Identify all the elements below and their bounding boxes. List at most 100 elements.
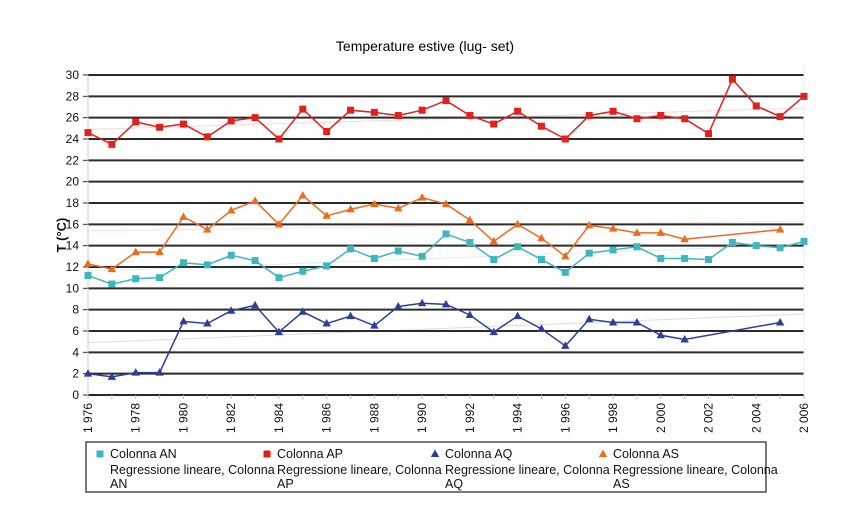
x-tick-label: 2 000 — [654, 403, 668, 433]
data-point — [466, 112, 474, 120]
data-point — [585, 314, 594, 323]
x-tick-label: 1 992 — [463, 403, 477, 433]
data-point — [108, 280, 116, 288]
data-point — [632, 228, 642, 236]
data-point — [299, 267, 307, 275]
x-tick-label: 1 998 — [606, 403, 620, 433]
data-point — [179, 259, 187, 267]
trend-line — [87, 313, 805, 344]
data-point — [251, 114, 259, 122]
data-point — [394, 247, 402, 255]
x-tick-labels: 1 976 1 978 1 980 1 982 1 984 1 986 1 988 1 990… — [81, 395, 811, 433]
legend-item: Colonna AP Regressione lineare, Colonna AP — [263, 447, 442, 491]
data-point — [298, 307, 307, 315]
x-tick-label: 1 994 — [511, 403, 525, 433]
data-point — [274, 327, 284, 336]
data-point — [441, 199, 451, 208]
legend-label: Colonna AQ — [445, 447, 513, 461]
data-point — [84, 129, 92, 137]
y-tick-label: 24 — [66, 132, 80, 146]
data-point — [705, 256, 713, 264]
data-point — [608, 224, 618, 232]
legend-item: Colonna AQ Regressione lineare, Colonna AQ — [430, 447, 610, 491]
data-point — [299, 105, 307, 113]
y-tick-label: 20 — [66, 175, 80, 189]
x-tick-label: 1 990 — [415, 403, 429, 433]
data-point — [441, 299, 451, 308]
data-point — [728, 75, 736, 83]
x-tick-label: 1 996 — [558, 403, 572, 433]
data-point — [155, 368, 164, 376]
legend-label: Colonna AS — [613, 447, 679, 461]
data-point — [490, 256, 498, 264]
legend-marker — [430, 449, 440, 457]
data-point — [585, 249, 593, 257]
y-tick-label: 16 — [66, 217, 80, 231]
data-point — [633, 115, 641, 123]
legend-label: Colonna AP — [277, 447, 343, 461]
data-point — [489, 327, 498, 336]
series-line — [87, 302, 781, 378]
x-tick-label: 1 988 — [367, 403, 381, 433]
data-point — [347, 106, 355, 114]
data-point — [681, 115, 689, 123]
data-point — [489, 236, 498, 245]
x-tick-label: 1 976 — [81, 403, 95, 433]
data-point — [179, 212, 188, 220]
x-tick-label: 1 978 — [129, 403, 143, 433]
data-point — [633, 243, 641, 251]
data-point — [84, 272, 92, 280]
data-point — [537, 324, 546, 332]
series-line — [87, 77, 805, 146]
y-tick-label: 12 — [66, 260, 80, 274]
x-tick-label: 1 982 — [224, 403, 238, 433]
data-point — [83, 369, 93, 377]
data-point — [394, 301, 403, 310]
data-point — [656, 228, 665, 236]
data-point — [370, 321, 379, 329]
data-point — [107, 264, 117, 273]
series-colonna-as — [83, 191, 785, 273]
data-point — [609, 107, 617, 115]
data-point — [705, 130, 713, 138]
data-point — [179, 120, 187, 128]
legend-item: Colonna AS Regressione lineare, Colonna AS — [598, 447, 778, 491]
legend-marker — [96, 450, 104, 458]
data-point — [632, 317, 642, 326]
series-colonna-ap — [84, 75, 808, 148]
data-point — [537, 233, 546, 242]
legend-trend-label: Regressione lineare, Colonna AP — [277, 463, 442, 491]
data-point — [370, 108, 378, 116]
data-point — [752, 102, 760, 110]
data-point — [227, 205, 236, 214]
data-point — [203, 225, 212, 233]
data-point — [227, 117, 235, 125]
data-point — [251, 257, 259, 265]
data-point — [132, 275, 140, 283]
y-tick-label: 6 — [72, 324, 79, 338]
data-point — [275, 135, 283, 143]
data-point — [346, 204, 355, 213]
gridlines — [83, 65, 805, 396]
legend-item: Colonna AN Regressione lineare, Colonna AN — [96, 447, 275, 491]
data-point — [131, 368, 140, 376]
chart-title: Temperature estive (lug- set) — [336, 38, 514, 54]
data-point — [561, 268, 569, 276]
y-tick-label: 8 — [72, 303, 79, 317]
x-tick-label: 1 984 — [272, 403, 286, 433]
data-point — [203, 133, 211, 141]
data-point — [418, 252, 426, 260]
data-point — [537, 256, 545, 264]
data-point — [775, 225, 785, 233]
legend-marker — [598, 449, 608, 457]
data-point — [608, 317, 618, 326]
y-tick-label: 14 — [66, 239, 80, 253]
legend-trend-label: Regressione lineare, Colonna AS — [613, 463, 778, 491]
data-point — [514, 107, 522, 115]
data-point — [156, 123, 164, 131]
x-tick-label: 1 980 — [176, 403, 190, 433]
data-point — [609, 246, 617, 254]
data-point — [417, 193, 427, 201]
